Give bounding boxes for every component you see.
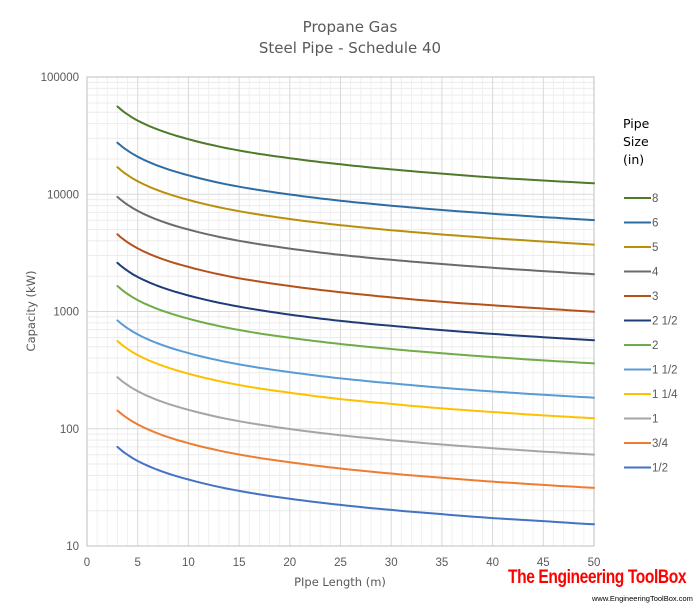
series-line-11-4 — [116, 340, 595, 420]
legend-label: 8 — [652, 193, 658, 205]
legend-item: 5 — [624, 242, 658, 254]
series-line-11-2 — [116, 319, 595, 399]
y-tick-label: 10000 — [47, 189, 79, 201]
legend-title: Pipe Size (in) — [623, 115, 683, 169]
series-line-5 — [116, 166, 595, 246]
y-axis-ticks: 10 100 1000 10000 100000 — [41, 72, 79, 553]
x-tick-label: 45 — [537, 557, 550, 569]
x-axis-ticks: 0 5 10 15 20 25 30 35 40 45 50 — [84, 557, 601, 569]
series-line-8 — [116, 105, 595, 185]
legend-item: 1 1/4 — [624, 389, 678, 401]
legend-label: 4 — [652, 267, 659, 279]
legend-label: 1 1/4 — [652, 389, 678, 401]
y-tick-label: 100000 — [41, 72, 79, 84]
x-tick-label: 40 — [486, 557, 499, 569]
series-lines — [116, 105, 595, 526]
series-line-2 — [116, 285, 595, 365]
legend-item: 2 — [624, 340, 658, 352]
legend-title-line: Pipe — [623, 116, 650, 131]
series-line-3 — [116, 233, 595, 313]
legend-label: 5 — [652, 242, 658, 254]
x-tick-label: 5 — [134, 557, 140, 569]
x-tick-label: 10 — [182, 557, 195, 569]
legend-item: 6 — [624, 218, 658, 230]
legend-label: 3/4 — [652, 438, 669, 450]
x-tick-label: 20 — [283, 557, 296, 569]
series-line-1 — [116, 376, 595, 456]
legend-label: 1 1/2 — [652, 365, 678, 377]
chart-title: Propane Gas — [302, 18, 398, 36]
y-tick-label: 10 — [66, 541, 79, 553]
legend-label: 1/2 — [652, 463, 668, 475]
x-tick-label: 30 — [385, 557, 398, 569]
x-tick-label: 25 — [334, 557, 347, 569]
legend-item: 3 — [624, 291, 658, 303]
legend-title-line: (in) — [623, 152, 645, 167]
series-line-3-4 — [116, 409, 595, 489]
legend-item: 1 1/2 — [624, 365, 678, 377]
x-tick-label: 0 — [84, 557, 90, 569]
legend-item: 1 — [624, 414, 658, 426]
legend-label: 1 — [652, 414, 658, 426]
legend-title-line: Size — [623, 134, 649, 149]
x-tick-label: 35 — [436, 557, 449, 569]
x-axis-label: PIpe Length (m) — [294, 575, 386, 589]
series-line-1-2 — [116, 445, 595, 526]
engineering-toolbox-logo: The Engineering ToolBox — [508, 567, 687, 588]
series-line-21-2 — [116, 261, 595, 342]
legend-item: 1/2 — [624, 463, 668, 475]
y-axis-label: Capacity (kW) — [24, 271, 38, 352]
legend-label: 6 — [652, 218, 658, 230]
legend-item: 8 — [624, 193, 658, 205]
series-line-6 — [116, 141, 595, 222]
legend-label: 2 — [652, 340, 658, 352]
y-tick-label: 100 — [60, 424, 79, 436]
engineering-toolbox-url: www.EngineeringToolBox.com — [592, 594, 693, 603]
x-tick-label: 50 — [588, 557, 601, 569]
legend-item: 4 — [624, 267, 659, 279]
y-tick-label: 1000 — [53, 307, 79, 319]
x-tick-label: 15 — [233, 557, 246, 569]
legend-label: 2 1/2 — [652, 316, 678, 328]
legend-item: 2 1/2 — [624, 316, 678, 328]
legend-label: 3 — [652, 291, 658, 303]
legend: 8 6 5 4 3 2 1/2 2 1 1/2 1 1/4 1 3/4 1/2 — [624, 193, 678, 475]
legend-item: 3/4 — [624, 438, 669, 450]
series-line-4 — [116, 195, 595, 276]
chart-subtitle: Steel Pipe - Schedule 40 — [258, 39, 442, 57]
major-gridlines — [86, 76, 595, 547]
